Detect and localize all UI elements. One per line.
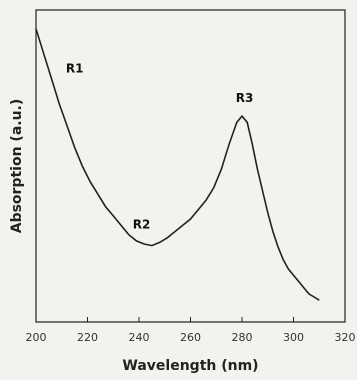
annotation-r1: R1	[66, 61, 84, 75]
y-axis-title: Absorption (a.u.)	[9, 99, 25, 234]
x-tick-label: 200	[26, 331, 47, 344]
x-ticks: 200 220 240 260 280 300 320	[26, 317, 356, 344]
x-tick-label: 300	[283, 331, 304, 344]
annotations: R1 R2 R3	[66, 61, 254, 231]
x-tick-label: 260	[180, 331, 201, 344]
x-tick-label: 240	[129, 331, 150, 344]
annotation-r2: R2	[133, 217, 151, 231]
x-tick-label: 320	[335, 331, 356, 344]
x-tick-label: 280	[232, 331, 253, 344]
absorption-curve	[35, 28, 320, 301]
x-axis-title: Wavelength (nm)	[122, 358, 258, 374]
x-tick-label: 220	[77, 331, 98, 344]
annotation-r3: R3	[236, 91, 254, 105]
